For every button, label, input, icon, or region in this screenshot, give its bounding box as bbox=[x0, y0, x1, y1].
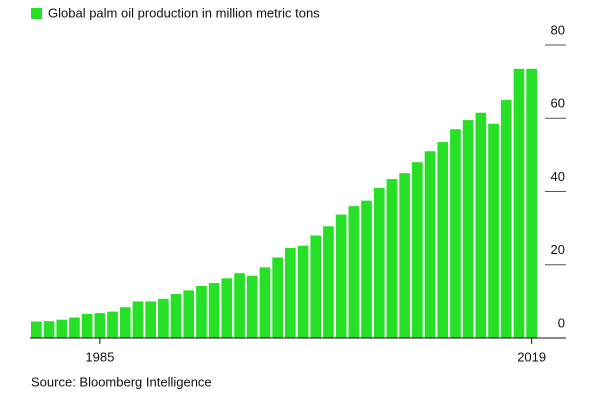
bar bbox=[361, 200, 372, 338]
y-tick-label: 80 bbox=[551, 22, 565, 37]
bar bbox=[526, 68, 537, 339]
bar bbox=[81, 313, 93, 338]
bar bbox=[56, 319, 68, 338]
bar bbox=[462, 120, 474, 338]
x-tick-label: 2019 bbox=[517, 349, 546, 364]
bar bbox=[107, 311, 118, 338]
bar bbox=[285, 247, 296, 338]
bar bbox=[132, 301, 144, 338]
bar bbox=[412, 162, 423, 338]
bar bbox=[399, 173, 410, 338]
bar bbox=[386, 179, 398, 338]
x-tick-label: 1985 bbox=[85, 349, 114, 364]
y-tick-label: 0 bbox=[558, 315, 565, 330]
bar bbox=[246, 275, 258, 338]
bar bbox=[323, 226, 334, 338]
bar bbox=[310, 235, 322, 338]
bar bbox=[170, 294, 182, 338]
bar bbox=[259, 267, 271, 338]
chart-title: Global palm oil production in million me… bbox=[48, 5, 320, 20]
y-tick-label: 20 bbox=[551, 242, 565, 257]
bar bbox=[145, 301, 156, 338]
bar bbox=[234, 273, 245, 338]
bar bbox=[272, 257, 283, 338]
bar bbox=[43, 321, 55, 338]
bar bbox=[183, 290, 195, 338]
bar bbox=[119, 307, 131, 338]
bar bbox=[488, 123, 499, 339]
bar bbox=[31, 321, 42, 338]
bar bbox=[424, 151, 436, 338]
bar bbox=[373, 187, 385, 338]
bar bbox=[297, 245, 309, 338]
bar bbox=[196, 285, 207, 338]
legend-swatch bbox=[31, 8, 42, 19]
bar bbox=[69, 317, 80, 338]
bar bbox=[513, 68, 525, 339]
y-tick-label: 40 bbox=[551, 169, 565, 184]
bar bbox=[158, 298, 169, 338]
bar bbox=[475, 112, 487, 338]
bar bbox=[208, 283, 220, 338]
bar bbox=[450, 129, 461, 338]
source: Source: Bloomberg Intelligence bbox=[31, 374, 212, 389]
bar bbox=[221, 278, 233, 338]
bar bbox=[500, 99, 512, 338]
y-tick-label: 60 bbox=[551, 96, 565, 111]
bar bbox=[335, 214, 347, 338]
bar bbox=[348, 206, 360, 338]
bar bbox=[94, 313, 106, 338]
bar bbox=[437, 142, 449, 338]
